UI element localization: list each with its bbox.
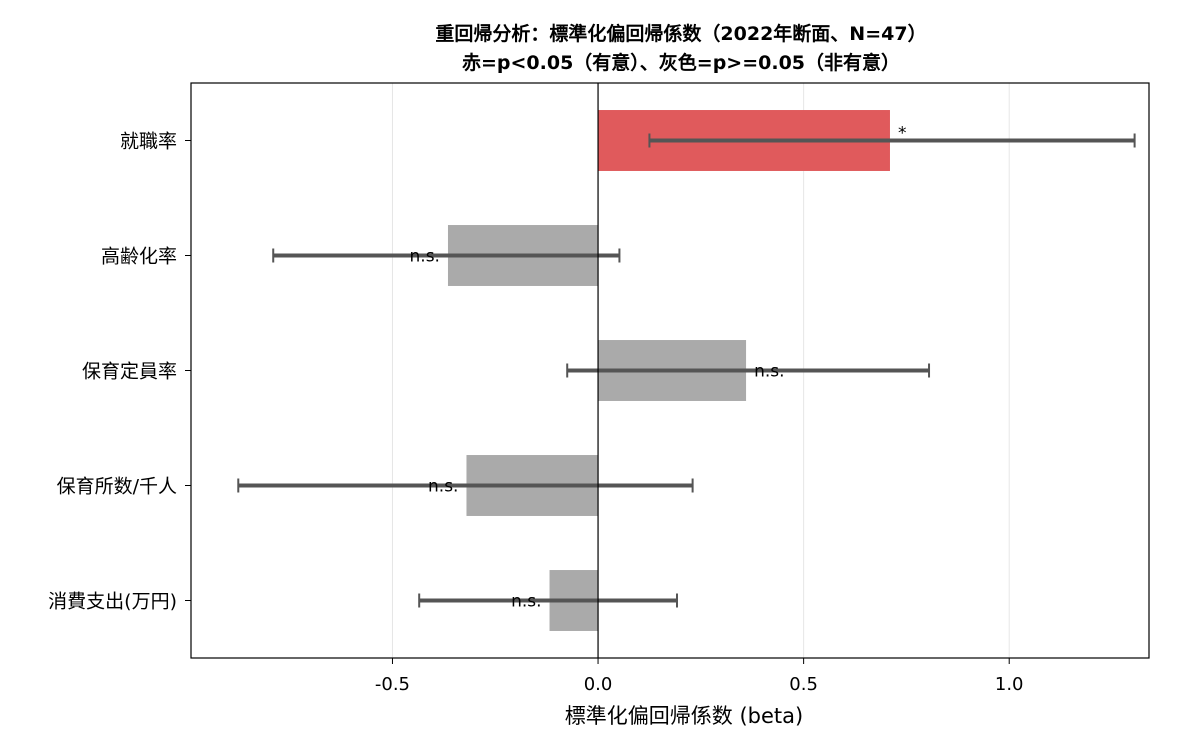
- x-axis-ticks: -0.5 0.0 0.5 1.0: [375, 658, 1024, 695]
- category-label-3: 保育所数/千人: [57, 476, 177, 498]
- x-tick-label-3: 1.0: [995, 674, 1024, 695]
- category-label-2: 保育定員率: [82, 361, 177, 383]
- category-label-4: 消費支出(万円): [48, 591, 177, 613]
- significance-label-1: n.s.: [410, 247, 440, 267]
- significance-label-3: n.s.: [428, 477, 458, 497]
- chart-title-line-1: 重回帰分析：標準化偏回帰係数（2022年断面、N=47）: [435, 22, 926, 45]
- chart-title-line-2: 赤=p<0.05（有意）、灰色=p>=0.05（非有意）: [462, 51, 900, 74]
- significance-label-2: n.s.: [754, 362, 784, 382]
- error-bars: [237, 133, 1136, 608]
- category-label-0: 就職率: [120, 131, 177, 153]
- significance-label-0: *: [898, 124, 907, 144]
- category-label-1: 高齢化率: [101, 246, 177, 268]
- significance-label-4: n.s.: [511, 592, 541, 612]
- x-axis-label: 標準化偏回帰係数 (beta): [565, 704, 803, 728]
- x-tick-label-1: 0.0: [584, 674, 613, 695]
- x-tick-label-2: 0.5: [789, 674, 818, 695]
- x-tick-label-0: -0.5: [375, 674, 410, 695]
- significance-labels: * n.s. n.s. n.s. n.s.: [410, 124, 907, 612]
